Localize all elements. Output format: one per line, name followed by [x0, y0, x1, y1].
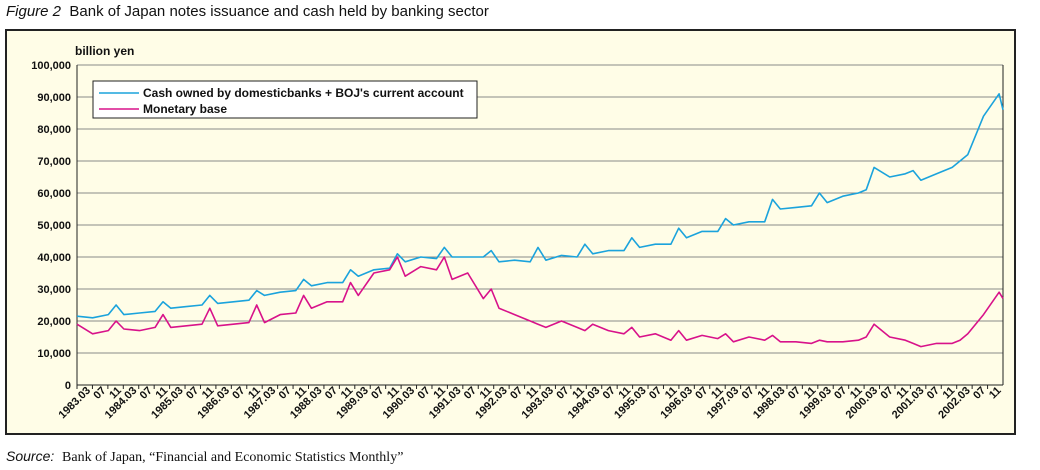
grid-lines — [76, 64, 1004, 386]
x-tick-label: 1996.03 — [658, 385, 695, 422]
x-tick-label: 07 — [184, 385, 201, 402]
x-tick-label: 2001.03 — [890, 385, 927, 422]
legend: Cash owned by domesticbanks + BOJ's curr… — [92, 80, 478, 119]
x-tick-label: 2002.03 — [936, 385, 973, 422]
x-tick-label: 1993.03 — [520, 385, 557, 422]
series-line-monetary-base — [76, 256, 1004, 348]
x-tick-label: 07 — [554, 385, 571, 402]
figure-label: Figure 2 — [6, 3, 62, 20]
series-lines — [76, 92, 1004, 348]
legend-label-cash-owned: Cash owned by domesticbanks + BOJ's curr… — [143, 86, 464, 100]
x-tick-label: 1984.03 — [103, 385, 140, 422]
line-chart: billion yen 0 10,000 20,000 30,000 40,000 50,… — [31, 44, 1004, 422]
x-tick-label: 07 — [369, 385, 386, 402]
y-tick-label: 80,000 — [37, 124, 71, 136]
y-tick-label: 60,000 — [37, 188, 71, 200]
x-tick-label: 1986.03 — [195, 385, 232, 422]
x-tick-label: 1992.03 — [473, 385, 510, 422]
x-tick-label: 1991.03 — [427, 385, 464, 422]
x-tick-label: 1999.03 — [797, 385, 834, 422]
x-tick-label: 07 — [462, 385, 479, 402]
x-tick-label: 07 — [879, 385, 896, 402]
x-tick-label: 07 — [786, 385, 803, 402]
x-tick-label: 07 — [925, 385, 942, 402]
y-tick-label: 90,000 — [37, 92, 71, 104]
x-tick-label: 1983.03 — [57, 385, 94, 422]
x-tick-label: 1990.03 — [381, 385, 418, 422]
x-tick-label: 07 — [601, 385, 618, 402]
x-tick-label: 2000.03 — [844, 385, 881, 422]
y-axis-ticks: 0 10,000 20,000 30,000 40,000 50,000 60,000 70,… — [31, 60, 71, 392]
y-tick-label: 20,000 — [37, 316, 71, 328]
x-tick-label: 07 — [508, 385, 525, 402]
y-tick-label: 30,000 — [37, 284, 71, 296]
x-axis-ticks: 1983.0307111984.0307111985.0307111986.03… — [57, 385, 1004, 422]
source-note: Source: Bank of Japan, “Financial and Ec… — [6, 448, 403, 466]
y-tick-label: 100,000 — [31, 60, 71, 72]
x-tick-label: 07 — [91, 385, 108, 402]
legend-label-monetary-base: Monetary base — [143, 102, 227, 116]
x-tick-label: 1997.03 — [705, 385, 742, 422]
x-tick-label: 07 — [647, 385, 664, 402]
x-tick-label: 07 — [323, 385, 340, 402]
source-text: Bank of Japan, “Financial and Economic S… — [62, 450, 404, 465]
x-tick-label: 1995.03 — [612, 385, 649, 422]
x-tick-label: 07 — [740, 385, 757, 402]
x-tick-label: 11 — [987, 385, 1004, 402]
y-axis-unit-label: billion yen — [75, 44, 134, 58]
chart-frame: billion yen 0 10,000 20,000 30,000 40,000 50,… — [5, 29, 1016, 435]
y-tick-label: 10,000 — [37, 348, 71, 360]
x-tick-label: 1988.03 — [288, 385, 325, 422]
x-tick-label: 1985.03 — [149, 385, 186, 422]
x-tick-label: 07 — [230, 385, 247, 402]
x-tick-label: 07 — [971, 385, 988, 402]
x-tick-label: 07 — [138, 385, 155, 402]
x-tick-label: 07 — [416, 385, 433, 402]
x-tick-label: 07 — [832, 385, 849, 402]
x-tick-label: 1989.03 — [334, 385, 371, 422]
series-line-cash-owned — [76, 92, 1004, 319]
figure-title: Figure 2 Bank of Japan notes issuance an… — [6, 3, 489, 20]
x-tick-label: 07 — [693, 385, 710, 402]
figure-title-text: Bank of Japan notes issuance and cash he… — [69, 3, 489, 20]
y-tick-label: 50,000 — [37, 220, 71, 232]
source-label: Source: — [6, 448, 55, 464]
y-tick-label: 0 — [65, 380, 71, 392]
y-tick-label: 40,000 — [37, 252, 71, 264]
x-tick-label: 07 — [277, 385, 294, 402]
legend-box — [92, 80, 478, 119]
x-tick-label: 1987.03 — [242, 385, 279, 422]
x-tick-label: 1998.03 — [751, 385, 788, 422]
x-tick-label: 1994.03 — [566, 385, 603, 422]
y-tick-label: 70,000 — [37, 156, 71, 168]
